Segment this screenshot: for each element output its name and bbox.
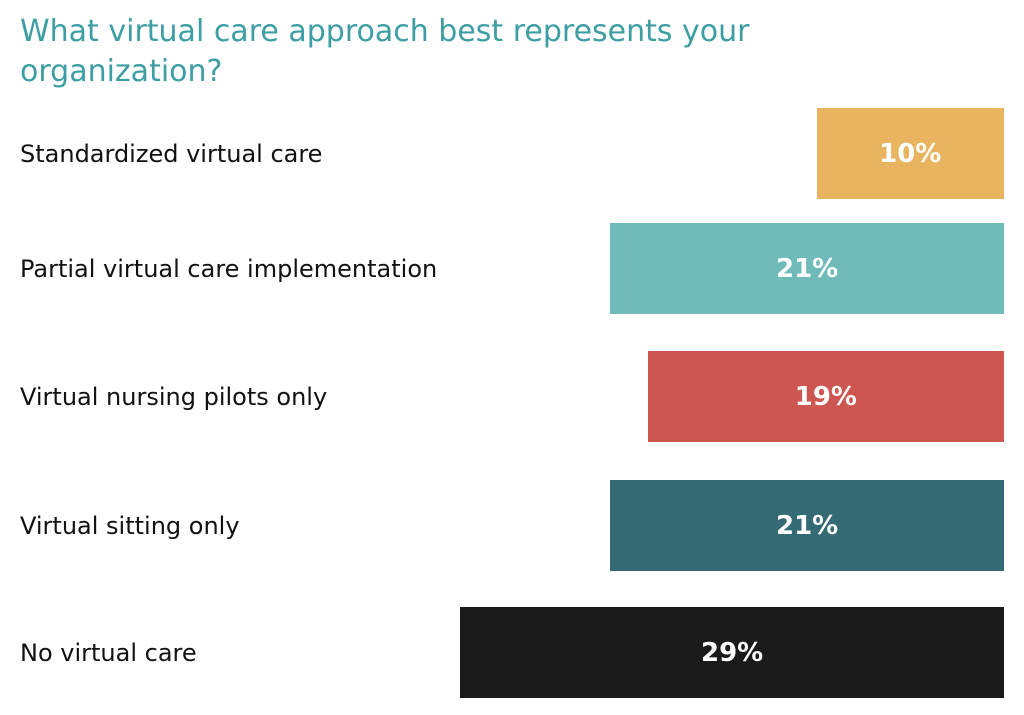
bar: 29% — [460, 607, 1004, 698]
bar: 19% — [647, 351, 1004, 442]
category-label: Standardized virtual care — [20, 139, 323, 168]
data-label: 21% — [776, 510, 839, 541]
chart-title: What virtual care approach best represen… — [20, 14, 750, 89]
bar: 10% — [816, 108, 1004, 199]
data-label: 29% — [701, 637, 764, 668]
bar: 21% — [610, 480, 1004, 571]
data-label: 10% — [879, 138, 942, 169]
category-label: Virtual sitting only — [20, 511, 240, 540]
category-label: No virtual care — [20, 638, 197, 667]
bar: 21% — [610, 223, 1004, 314]
category-label: Virtual nursing pilots only — [20, 382, 328, 411]
data-label: 21% — [776, 253, 839, 284]
data-label: 19% — [794, 381, 857, 412]
category-label: Partial virtual care implementation — [20, 254, 438, 283]
